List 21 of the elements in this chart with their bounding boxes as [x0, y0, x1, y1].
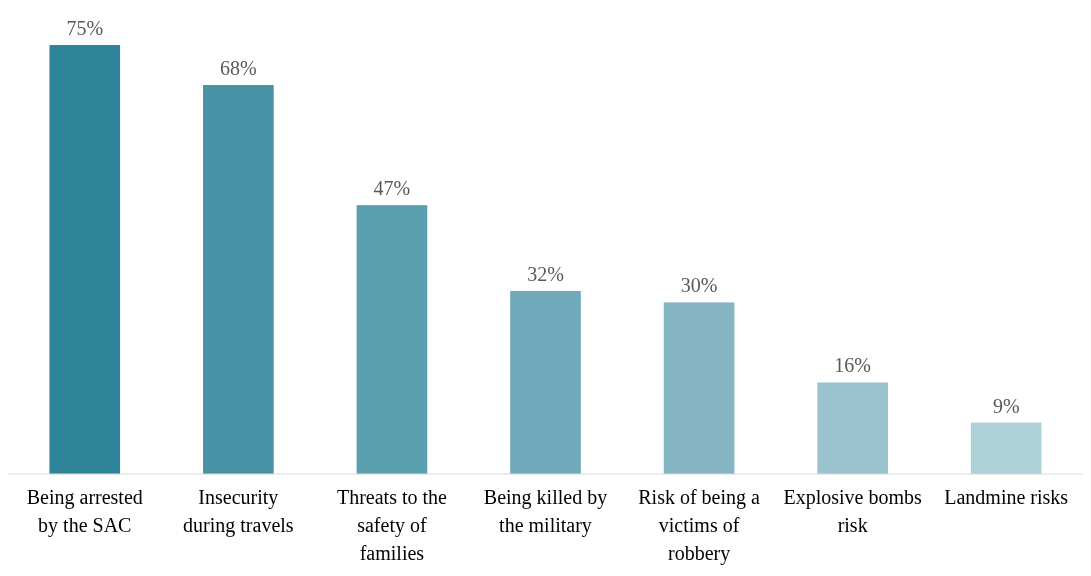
bar [203, 85, 274, 474]
bar [817, 382, 888, 474]
data-label: 9% [992, 394, 1020, 417]
x-tick-label: Being killed by the military [483, 486, 608, 537]
data-label: 68% [220, 57, 257, 80]
x-tick-label: Landmine risks [944, 486, 1069, 508]
x-tick-label: Being arrested by the SAC [26, 486, 143, 537]
data-label: 47% [373, 177, 411, 200]
x-tick-label: Risk of being a victims of robbery [638, 486, 761, 565]
data-label: 16% [834, 354, 871, 377]
x-tick-label: Insecurity during travels [183, 486, 294, 537]
bar [970, 422, 1042, 474]
data-label: 75% [66, 17, 104, 39]
data-label: 30% [680, 274, 718, 297]
bar [49, 45, 121, 474]
bar [356, 205, 428, 474]
bar [510, 290, 581, 474]
bar [663, 302, 735, 474]
data-label: 32% [527, 262, 564, 285]
x-tick-label: Explosive bombs risk [783, 486, 923, 536]
x-tick-label: Threats to the safety of families [336, 486, 448, 564]
